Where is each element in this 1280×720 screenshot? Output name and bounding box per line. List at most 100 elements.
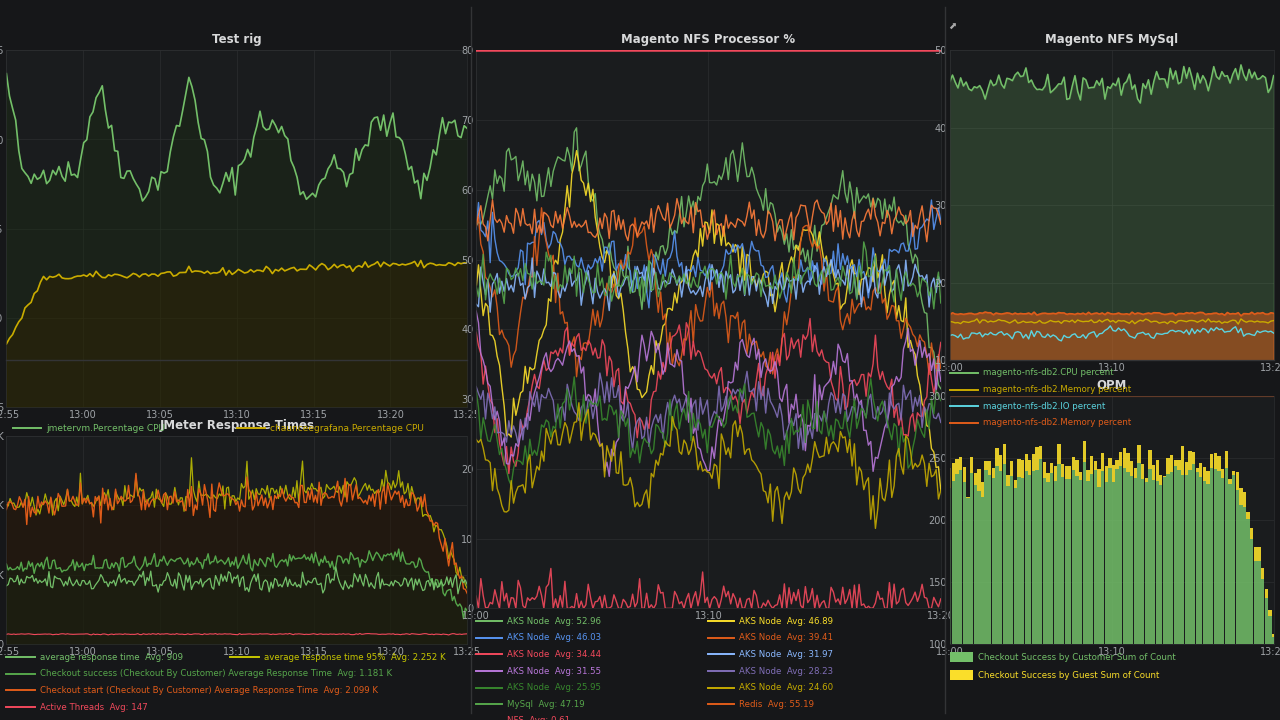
Bar (1002, 464, 1006, 644)
Bar (1043, 478, 1046, 644)
Bar (1000, 472, 1002, 644)
Bar (1239, 487, 1243, 505)
Bar (1057, 444, 1061, 464)
Bar (1101, 471, 1105, 644)
Bar (988, 461, 992, 475)
Bar (1207, 471, 1210, 484)
Bar (1160, 485, 1162, 644)
Text: Checkout Success by Customer Sum of Count: Checkout Success by Customer Sum of Coun… (978, 653, 1175, 662)
Text: average response time 95%  Avg: 2.252 K: average response time 95% Avg: 2.252 K (264, 653, 445, 662)
Bar (1178, 459, 1180, 469)
Bar (1010, 476, 1014, 644)
Bar (1115, 469, 1119, 644)
Bar (1160, 475, 1162, 485)
Bar (1014, 488, 1016, 644)
Bar (1184, 462, 1188, 475)
Text: NFS  Avg: 0.61: NFS Avg: 0.61 (507, 716, 570, 720)
Bar (1217, 471, 1221, 644)
Text: magento-nfs-db2.IO percent: magento-nfs-db2.IO percent (983, 402, 1106, 410)
Bar (992, 478, 995, 644)
Bar (996, 449, 998, 466)
Title: OPM: OPM (1097, 379, 1126, 392)
Bar (1156, 460, 1158, 481)
Bar (1123, 448, 1126, 468)
Bar (1144, 478, 1148, 482)
Bar (1028, 460, 1032, 475)
Bar (1265, 589, 1268, 598)
Bar (1036, 470, 1039, 644)
Text: MySql  Avg: 47.19: MySql Avg: 47.19 (507, 700, 585, 708)
Bar (1210, 454, 1213, 468)
Bar (1239, 505, 1243, 644)
Bar (1253, 561, 1257, 644)
Bar (974, 485, 977, 644)
Text: AKS Node  Avg: 24.60: AKS Node Avg: 24.60 (740, 683, 833, 692)
Bar (1091, 456, 1093, 474)
Bar (1261, 580, 1265, 644)
Bar (1083, 441, 1085, 462)
Bar (1134, 478, 1137, 644)
Bar (1043, 462, 1046, 478)
Bar (1032, 454, 1036, 471)
Bar (1046, 482, 1050, 644)
Bar (1192, 464, 1196, 644)
Bar (1083, 462, 1085, 644)
Text: ⬈: ⬈ (948, 22, 956, 32)
Bar (1268, 616, 1271, 644)
Bar (952, 463, 955, 481)
Bar (1028, 475, 1032, 644)
Bar (1006, 486, 1010, 644)
Text: AKS Node  Avg: 46.89: AKS Node Avg: 46.89 (740, 617, 833, 626)
Bar (980, 498, 984, 644)
Bar (1130, 461, 1133, 476)
Bar (970, 472, 973, 644)
Bar (1075, 460, 1079, 476)
Bar (1018, 459, 1020, 477)
Bar (1024, 471, 1028, 644)
Bar (1138, 445, 1140, 463)
Bar (1093, 470, 1097, 644)
Bar (1061, 464, 1064, 477)
Bar (1018, 477, 1020, 644)
Bar (1217, 456, 1221, 471)
Bar (1010, 461, 1014, 476)
Bar (1119, 466, 1123, 644)
Bar (1199, 463, 1202, 477)
Bar (1105, 466, 1108, 482)
Bar (1061, 477, 1064, 644)
Bar (1156, 481, 1158, 644)
Bar (1170, 472, 1174, 644)
Title: Magento NFS MySql: Magento NFS MySql (1044, 33, 1179, 47)
Bar (1247, 511, 1249, 520)
Bar (1192, 452, 1196, 464)
Text: Checkout success (Checkout By Customer) Average Response Time  Avg: 1.181 K: Checkout success (Checkout By Customer) … (40, 670, 392, 678)
Bar (1014, 480, 1016, 488)
Bar (1039, 459, 1042, 644)
Bar (980, 482, 984, 498)
Bar (1097, 487, 1101, 644)
Bar (1253, 547, 1257, 561)
Bar (1119, 452, 1123, 466)
Bar (992, 468, 995, 478)
Bar (1272, 637, 1275, 644)
Bar (966, 498, 970, 644)
Bar (1021, 477, 1024, 644)
Bar (1229, 479, 1231, 484)
Bar (1091, 474, 1093, 644)
Bar (1071, 457, 1075, 469)
Bar (1130, 476, 1133, 644)
Bar (955, 474, 959, 644)
Bar (1213, 452, 1217, 469)
Bar (1053, 466, 1057, 481)
Text: magento-nfs-db2.Memory percent: magento-nfs-db2.Memory percent (983, 385, 1132, 394)
Bar (1210, 468, 1213, 644)
Bar (1247, 520, 1249, 644)
Bar (1134, 469, 1137, 478)
Bar (1071, 469, 1075, 644)
Bar (1046, 473, 1050, 482)
Title: Test rig: Test rig (212, 33, 261, 47)
Bar (1093, 462, 1097, 470)
Bar (1079, 480, 1083, 644)
Text: magento-nfs-db2.CPU percent: magento-nfs-db2.CPU percent (983, 369, 1114, 377)
Text: AKS Node  Avg: 31.55: AKS Node Avg: 31.55 (507, 667, 602, 675)
